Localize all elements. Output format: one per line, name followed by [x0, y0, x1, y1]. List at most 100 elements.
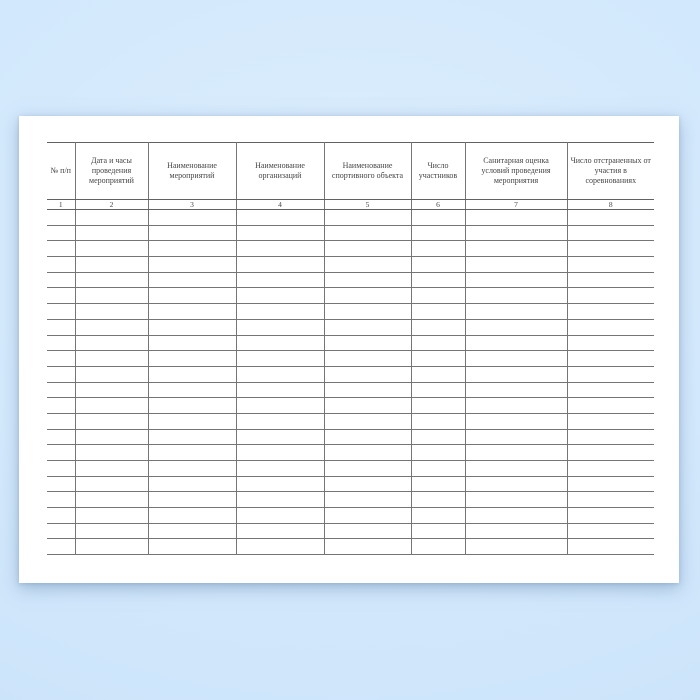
- empty-cell: [410, 318, 466, 336]
- empty-cell: [410, 507, 466, 524]
- column-number-3: 3: [147, 199, 237, 210]
- empty-cell: [47, 397, 76, 414]
- empty-cell: [566, 240, 654, 258]
- empty-cell: [74, 334, 149, 352]
- empty-cell: [235, 365, 325, 383]
- column-header-6: Число участников: [410, 142, 466, 200]
- empty-cell: [323, 318, 412, 336]
- column-number-4: 4: [235, 199, 325, 210]
- empty-cell: [410, 209, 466, 226]
- empty-row: [47, 397, 654, 414]
- empty-cell: [74, 507, 149, 524]
- empty-cell: [74, 412, 149, 430]
- empty-cell: [235, 397, 325, 414]
- empty-cell: [235, 460, 325, 477]
- empty-cell: [566, 287, 654, 305]
- empty-cell: [74, 365, 149, 383]
- empty-cell: [47, 334, 76, 352]
- empty-cell: [566, 256, 654, 273]
- header-row: № п/п Дата и часы проведения мероприятий…: [47, 142, 654, 200]
- empty-cell: [147, 303, 237, 320]
- empty-cell: [566, 397, 654, 414]
- events-log-table: № п/п Дата и часы проведения мероприятий…: [47, 142, 654, 556]
- empty-cell: [235, 507, 325, 524]
- empty-cell: [464, 381, 568, 399]
- empty-row: [47, 271, 654, 289]
- empty-cell: [235, 334, 325, 352]
- empty-cell: [323, 240, 412, 258]
- column-header-8: Число отстраненных от участия в соревнов…: [566, 142, 654, 200]
- empty-cell: [235, 271, 325, 289]
- empty-row: [47, 209, 654, 226]
- empty-cell: [235, 381, 325, 399]
- empty-cell: [47, 522, 76, 540]
- column-header-1: № п/п: [47, 142, 76, 200]
- empty-cell: [464, 491, 568, 509]
- empty-cell: [74, 538, 149, 556]
- empty-row: [47, 256, 654, 273]
- column-header-7: Санитарная оценка условий проведения мер…: [464, 142, 568, 200]
- empty-cell: [410, 350, 466, 367]
- empty-cell: [47, 287, 76, 305]
- empty-cell: [566, 271, 654, 289]
- empty-cell: [74, 350, 149, 367]
- empty-cell: [566, 224, 654, 242]
- empty-cell: [464, 318, 568, 336]
- empty-cell: [464, 538, 568, 556]
- empty-row: [47, 365, 654, 383]
- empty-cell: [323, 256, 412, 273]
- empty-cell: [74, 303, 149, 320]
- empty-cell: [235, 240, 325, 258]
- empty-cell: [74, 224, 149, 242]
- empty-cell: [323, 538, 412, 556]
- empty-cell: [566, 303, 654, 320]
- empty-cell: [147, 412, 237, 430]
- column-header-2: Дата и часы проведения мероприятий: [74, 142, 149, 200]
- empty-cell: [566, 444, 654, 461]
- empty-cell: [410, 397, 466, 414]
- empty-cell: [47, 428, 76, 446]
- empty-cell: [566, 350, 654, 367]
- empty-cell: [147, 350, 237, 367]
- column-header-4: Наименование организаций: [235, 142, 325, 200]
- empty-cell: [464, 209, 568, 226]
- empty-cell: [566, 460, 654, 477]
- empty-cell: [323, 522, 412, 540]
- empty-row: [47, 507, 654, 524]
- empty-row: [47, 428, 654, 446]
- empty-cell: [464, 507, 568, 524]
- empty-cell: [464, 365, 568, 383]
- empty-row: [47, 287, 654, 305]
- column-numbers-row: 1 2 3 4 5 6 7 8: [47, 199, 654, 210]
- empty-cell: [566, 318, 654, 336]
- empty-cell: [566, 381, 654, 399]
- column-number-8: 8: [566, 199, 654, 210]
- empty-cell: [323, 412, 412, 430]
- empty-cell: [410, 522, 466, 540]
- empty-cell: [235, 287, 325, 305]
- empty-row: [47, 240, 654, 258]
- empty-cell: [323, 334, 412, 352]
- empty-cell: [323, 224, 412, 242]
- empty-cell: [47, 224, 76, 242]
- empty-cell: [74, 209, 149, 226]
- empty-cell: [410, 287, 466, 305]
- empty-cell: [147, 538, 237, 556]
- empty-cell: [74, 397, 149, 414]
- form-page: № п/п Дата и часы проведения мероприятий…: [19, 116, 679, 583]
- empty-cell: [323, 365, 412, 383]
- column-number-1: 1: [47, 199, 76, 210]
- empty-cell: [464, 350, 568, 367]
- empty-cell: [47, 209, 76, 226]
- empty-cell: [323, 209, 412, 226]
- empty-cell: [464, 475, 568, 493]
- empty-cell: [74, 256, 149, 273]
- empty-cell: [566, 365, 654, 383]
- empty-cell: [464, 412, 568, 430]
- empty-cell: [74, 318, 149, 336]
- empty-cell: [410, 412, 466, 430]
- empty-cell: [47, 350, 76, 367]
- empty-row: [47, 475, 654, 493]
- empty-cell: [410, 428, 466, 446]
